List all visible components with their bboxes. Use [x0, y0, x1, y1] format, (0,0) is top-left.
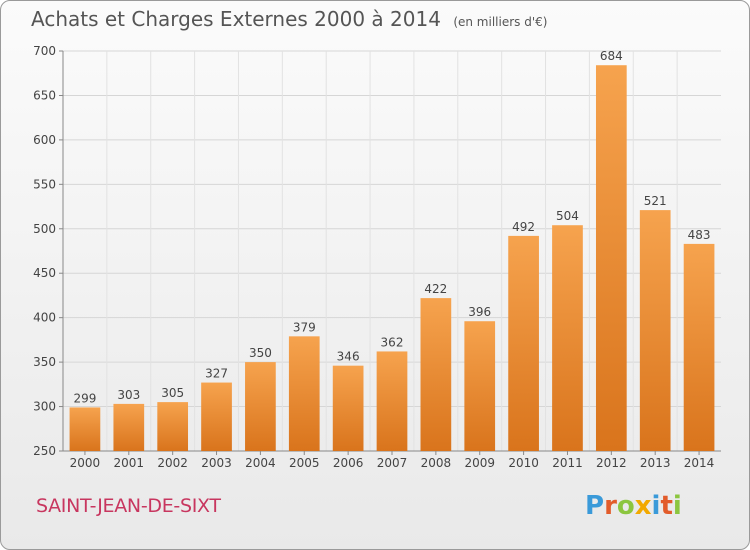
bar-2009: [464, 321, 496, 451]
bar-2010: [508, 235, 539, 451]
data-label-2002: 305: [161, 386, 184, 400]
x-tick-label-2010: 2010: [508, 456, 539, 470]
bar-2012: [595, 65, 627, 451]
chart-unit: (en milliers d'€): [453, 15, 548, 29]
data-label-2007: 362: [381, 335, 404, 349]
data-label-2009: 396: [468, 305, 491, 319]
y-tick-label: 500: [33, 222, 56, 236]
proxiti-logo[interactable]: Proxiti: [585, 491, 682, 521]
bar-2008: [420, 298, 452, 451]
x-tick-label-2011: 2011: [552, 456, 583, 470]
data-label-2014: 483: [688, 228, 711, 242]
data-label-2003: 327: [205, 367, 228, 381]
data-label-2010: 492: [512, 220, 535, 234]
y-tick-label: 600: [33, 133, 56, 147]
x-tick-label-2008: 2008: [421, 456, 452, 470]
x-tick-label-2007: 2007: [377, 456, 408, 470]
logo-letter: r: [604, 491, 617, 521]
commune-name: SAINT-JEAN-DE-SIXT: [36, 495, 221, 517]
logo-letter: i: [672, 491, 682, 521]
y-tick-label: 400: [33, 311, 56, 325]
y-tick-label: 250: [33, 444, 56, 458]
bar-2007: [376, 351, 408, 451]
x-tick-label-2009: 2009: [464, 456, 495, 470]
bar-2002: [157, 402, 189, 451]
x-tick-label-2002: 2002: [157, 456, 188, 470]
logo-letter: x: [634, 491, 652, 521]
data-label-2006: 346: [337, 350, 360, 364]
x-tick-label-2006: 2006: [333, 456, 364, 470]
chart-title: Achats et Charges Externes 2000 à 2014 (…: [31, 7, 547, 31]
x-tick-label-2004: 2004: [245, 456, 276, 470]
y-tick-label: 650: [33, 88, 56, 102]
y-tick-label: 300: [33, 400, 56, 414]
x-tick-label-2000: 2000: [70, 456, 101, 470]
bar-2014: [683, 243, 715, 451]
data-label-2005: 379: [293, 320, 316, 334]
bar-2000: [69, 407, 101, 451]
bar-2004: [245, 362, 276, 451]
bar-2006: [332, 365, 364, 451]
x-tick-label-2001: 2001: [114, 456, 145, 470]
data-label-2012: 684: [600, 49, 623, 63]
data-label-2000: 299: [73, 391, 96, 405]
chart-title-text: Achats et Charges Externes 2000 à 2014: [31, 7, 441, 31]
bar-2011: [552, 225, 583, 451]
x-tick-label-2003: 2003: [201, 456, 232, 470]
bar-2005: [288, 336, 320, 451]
bar-2001: [113, 403, 145, 451]
x-tick-label-2005: 2005: [289, 456, 320, 470]
data-label-2011: 504: [556, 209, 579, 223]
data-label-2004: 350: [249, 346, 272, 360]
y-tick-label: 350: [33, 355, 56, 369]
bar-2013: [639, 210, 671, 451]
data-label-2001: 303: [117, 388, 140, 402]
data-label-2013: 521: [644, 194, 667, 208]
logo-letter: P: [585, 491, 605, 521]
y-tick-label: 550: [33, 177, 56, 191]
data-label-2008: 422: [424, 282, 447, 296]
x-tick-label-2013: 2013: [640, 456, 671, 470]
bars: [69, 65, 715, 451]
logo-letter: o: [616, 491, 635, 521]
y-tick-label: 700: [33, 44, 56, 58]
logo-letter: i: [651, 491, 661, 521]
x-tick-label-2012: 2012: [596, 456, 627, 470]
labels: 250 300 350 400 450 500 550 600 650 700 299 2000 303…: [33, 44, 714, 470]
logo-letter: t: [660, 491, 673, 521]
y-tick-label: 450: [33, 266, 56, 280]
bar-2003: [201, 382, 232, 451]
x-tick-label-2014: 2014: [684, 456, 715, 470]
